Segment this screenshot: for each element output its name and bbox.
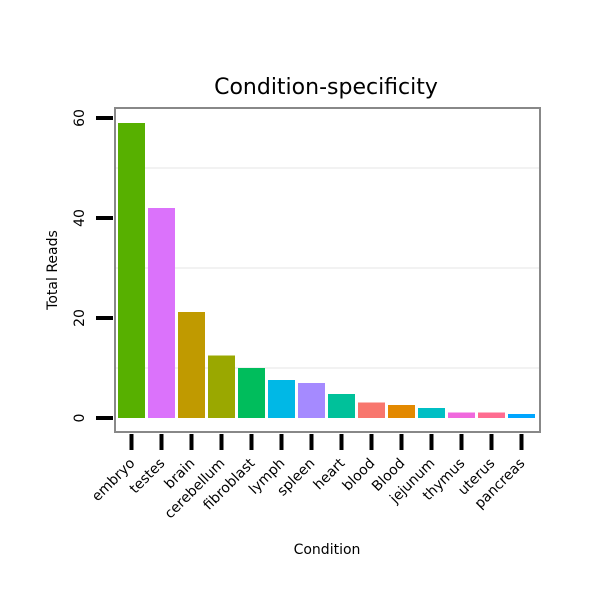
bars: [118, 123, 535, 418]
bar-uterus: [478, 412, 505, 418]
x-tick-label-blood: blood: [340, 456, 379, 495]
bar-embryo: [118, 123, 145, 418]
x-axis: embryotestesbraincerebellumfibroblastlym…: [89, 434, 528, 522]
bar-fibroblast: [238, 368, 265, 418]
x-tick-label-embryo: embryo: [89, 456, 138, 505]
bar-lymph: [268, 380, 295, 418]
y-axis-label: Total Reads: [45, 230, 61, 311]
bar-heart: [328, 394, 355, 418]
y-tick-label: 20: [72, 309, 88, 327]
bar-cerebellum: [208, 355, 235, 418]
bar-blood: [358, 402, 385, 418]
bar-jejunum: [418, 408, 445, 418]
y-tick-label: 60: [72, 109, 88, 127]
y-axis: 0 20 40 60: [72, 109, 113, 422]
bar-thymus: [448, 412, 475, 418]
chart-title: Condition-specificity: [214, 75, 438, 100]
y-tick-label: 0: [72, 414, 88, 423]
bar-testes: [148, 208, 175, 418]
bar-pancreas: [508, 414, 535, 418]
bar-brain: [178, 312, 205, 418]
x-axis-label: Condition: [294, 542, 361, 558]
bar-blood: [388, 405, 415, 418]
y-tick-label: 40: [72, 209, 88, 227]
bar-spleen: [298, 383, 325, 418]
